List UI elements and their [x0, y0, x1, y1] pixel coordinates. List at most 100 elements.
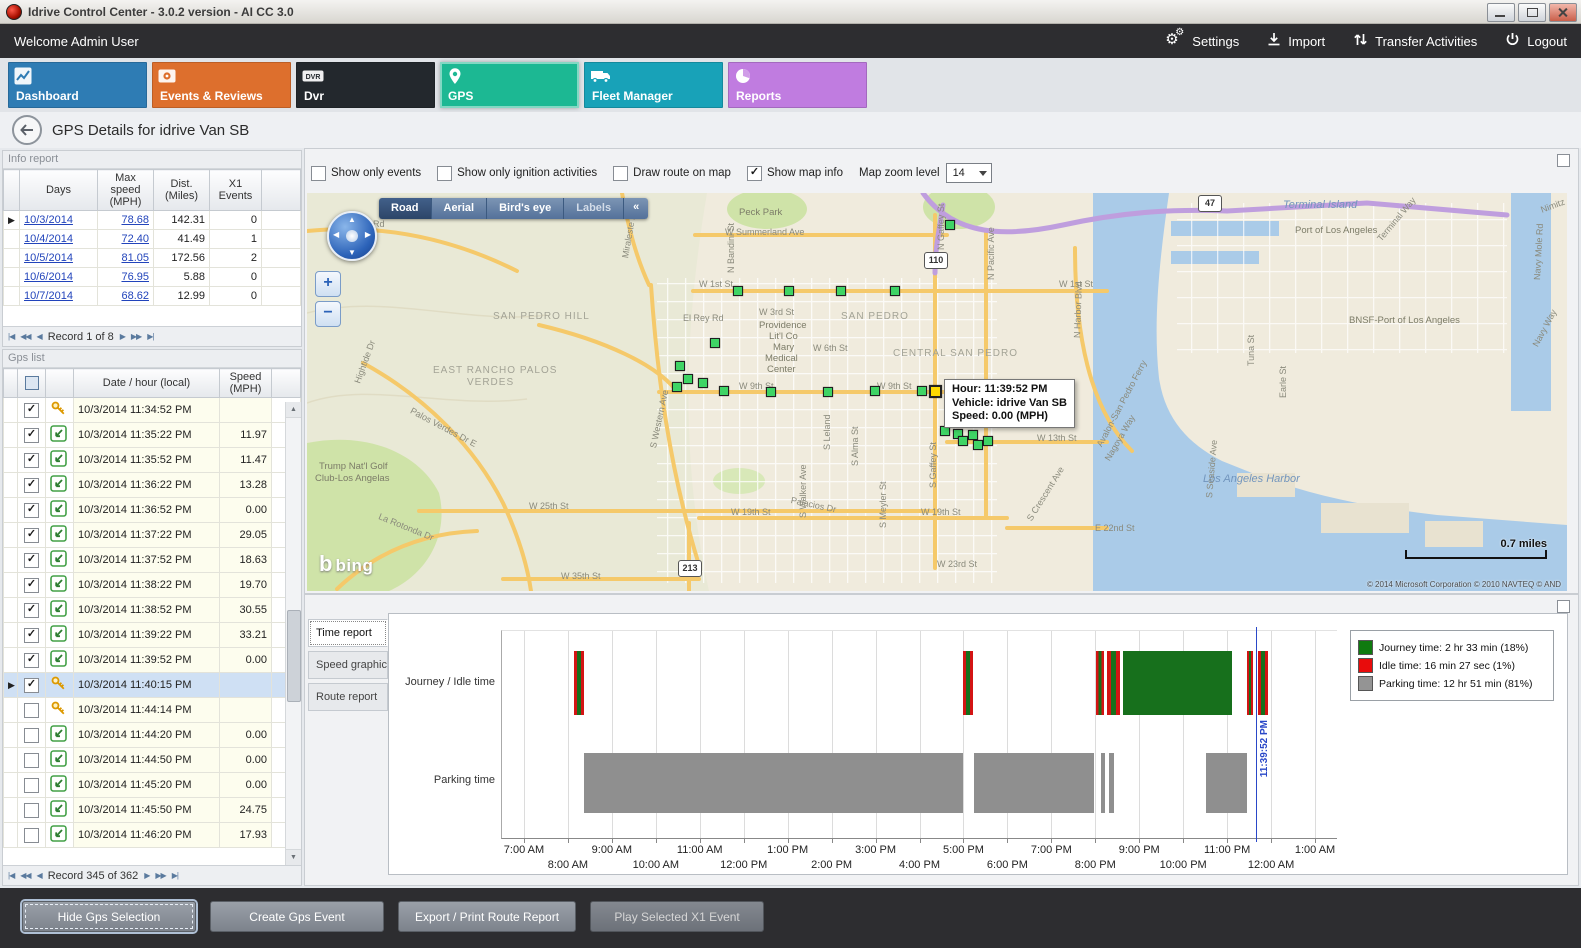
info-report-row[interactable]: 10/7/2014 68.62 12.99 0: [3, 286, 301, 306]
pan-north-icon[interactable]: ▲: [348, 215, 356, 224]
info-report-row[interactable]: 10/6/2014 76.95 5.88 0: [3, 267, 301, 287]
gps-list-row[interactable]: ✓ 10/3/2014 11:35:22 PM 11.97: [3, 422, 301, 448]
row-checkbox[interactable]: ✓: [24, 602, 39, 618]
row-checkbox[interactable]: ✓: [24, 652, 39, 668]
map-zoom-out-button[interactable]: −: [315, 301, 341, 327]
tab-dashboard[interactable]: Dashboard: [8, 62, 147, 108]
menu-item-logout[interactable]: Logout: [1505, 31, 1567, 52]
play-selected-x1-event-button[interactable]: Play Selected X1 Event: [590, 901, 765, 932]
max-speed-link[interactable]: 72.40: [121, 233, 149, 245]
pan-south-icon[interactable]: ▼: [348, 248, 356, 257]
day-link[interactable]: 10/5/2014: [24, 252, 73, 264]
gps-list-row[interactable]: ✓ 10/3/2014 11:36:52 PM 0.00: [3, 497, 301, 523]
export-print-route-report-button[interactable]: Export / Print Route Report: [398, 901, 577, 932]
nav-prev-icon[interactable]: ◀◀: [20, 871, 31, 880]
pan-east-icon[interactable]: ▶: [364, 230, 371, 239]
map-view-aerial[interactable]: Aerial: [431, 198, 488, 219]
map-option-draw-route-on-map[interactable]: Draw route on map: [613, 165, 731, 181]
checkbox-show-map-info[interactable]: ✓: [746, 165, 762, 181]
gps-list-row[interactable]: 10/3/2014 11:46:20 PM 17.93: [3, 822, 301, 848]
row-checkbox[interactable]: ✓: [24, 677, 39, 693]
gps-list-row[interactable]: 10/3/2014 11:44:20 PM 0.00: [3, 722, 301, 748]
gps-list-row[interactable]: ✓ 10/3/2014 11:34:52 PM: [3, 397, 301, 423]
row-checkbox[interactable]: ✓: [24, 627, 39, 643]
select-all-header[interactable]: [17, 368, 46, 398]
row-checkbox[interactable]: ✓: [24, 477, 39, 493]
back-button[interactable]: [12, 115, 42, 145]
row-checkbox[interactable]: ✓: [24, 577, 39, 593]
row-checkbox[interactable]: ✓: [24, 552, 39, 568]
checkbox-show-only-ignition-activities[interactable]: [437, 165, 453, 181]
nav-next-icon[interactable]: ▶▶: [155, 871, 166, 880]
menu-item-transfer-activities[interactable]: Transfer Activities: [1353, 31, 1477, 52]
nav-next-icon[interactable]: ▶|: [171, 871, 179, 880]
gps-marker[interactable]: [733, 286, 743, 296]
nav-next-icon[interactable]: ▶: [144, 871, 150, 880]
map-view-road[interactable]: Road: [379, 198, 432, 219]
pan-west-icon[interactable]: ◀: [333, 230, 340, 239]
minimize-button[interactable]: [1487, 3, 1515, 22]
gps-list-row[interactable]: 10/3/2014 11:44:50 PM 0.00: [3, 747, 301, 773]
nav-prev-icon[interactable]: |◀: [8, 871, 15, 880]
map-tabs-collapse-button[interactable]: «: [624, 198, 649, 219]
max-speed-link[interactable]: 78.68: [121, 214, 149, 226]
max-speed-link[interactable]: 81.05: [121, 252, 149, 264]
row-checkbox[interactable]: ✓: [24, 502, 39, 518]
gps-list-row[interactable]: ✓ 10/3/2014 11:35:52 PM 11.47: [3, 447, 301, 473]
gps-marker[interactable]: [683, 374, 693, 384]
gps-marker[interactable]: [766, 387, 776, 397]
gps-list-row[interactable]: ▶ ✓ 10/3/2014 11:40:15 PM: [3, 672, 301, 698]
tab-events-reviews[interactable]: Events & Reviews: [152, 62, 291, 108]
info-report-row[interactable]: ▶ 10/3/2014 78.68 142.31 0: [3, 210, 301, 230]
nav-next-icon[interactable]: ▶▶: [130, 332, 142, 341]
compass-center[interactable]: [346, 230, 358, 242]
gps-marker[interactable]: [672, 382, 682, 392]
checkbox-draw-route-on-map[interactable]: [613, 165, 629, 181]
nav-prev-icon[interactable]: ◀: [36, 332, 43, 341]
max-speed-link[interactable]: 68.62: [121, 290, 149, 302]
scrollbar-thumb[interactable]: [287, 610, 301, 703]
gps-marker[interactable]: [940, 426, 950, 436]
gps-list-row[interactable]: ✓ 10/3/2014 11:36:22 PM 13.28: [3, 472, 301, 498]
map-view-labels[interactable]: Labels: [564, 198, 625, 219]
gps-list-row[interactable]: 10/3/2014 11:45:50 PM 24.75: [3, 797, 301, 823]
gps-marker[interactable]: [945, 220, 955, 230]
row-checkbox[interactable]: [24, 702, 39, 718]
day-link[interactable]: 10/3/2014: [24, 214, 73, 226]
gps-marker[interactable]: [870, 386, 880, 396]
tab-fleet-manager[interactable]: Fleet Manager: [584, 62, 723, 108]
report-tab-speed-graphic[interactable]: Speed graphic: [308, 651, 388, 679]
row-checkbox[interactable]: [24, 752, 39, 768]
gps-marker[interactable]: [958, 436, 968, 446]
row-checkbox[interactable]: ✓: [24, 427, 39, 443]
day-link[interactable]: 10/7/2014: [24, 290, 73, 302]
row-checkbox[interactable]: ✓: [24, 527, 39, 543]
row-checkbox[interactable]: [24, 777, 39, 793]
map-option-show-map-info[interactable]: ✓ Show map info: [746, 165, 843, 181]
report-tab-route-report[interactable]: Route report: [308, 683, 388, 711]
gps-marker[interactable]: [973, 440, 983, 450]
gps-list-row[interactable]: ✓ 10/3/2014 11:39:52 PM 0.00: [3, 647, 301, 673]
row-checkbox[interactable]: [24, 802, 39, 818]
nav-next-icon[interactable]: ▶|: [147, 332, 154, 341]
map-zoom-in-button[interactable]: +: [315, 271, 341, 297]
gps-marker[interactable]: [675, 361, 685, 371]
gps-list-scrollbar[interactable]: ▲ ▼: [285, 402, 301, 865]
map-panel-expand-button[interactable]: [1557, 154, 1570, 167]
tab-dvr[interactable]: DVR Dvr: [296, 62, 435, 108]
gps-marker[interactable]: [917, 386, 927, 396]
map-view-bird-s-eye[interactable]: Bird's eye: [487, 198, 565, 219]
nav-prev-icon[interactable]: |◀: [8, 332, 15, 341]
menu-item-settings[interactable]: ⚙ ⚙ Settings: [1165, 27, 1239, 52]
info-report-row[interactable]: 10/4/2014 72.40 41.49 1: [3, 229, 301, 249]
gps-list-row[interactable]: ✓ 10/3/2014 11:39:22 PM 33.21: [3, 622, 301, 648]
nav-next-icon[interactable]: ▶: [119, 332, 126, 341]
gps-marker[interactable]: [719, 386, 729, 396]
gps-list-row[interactable]: 10/3/2014 11:45:20 PM 0.00: [3, 772, 301, 798]
nav-prev-icon[interactable]: ◀: [36, 871, 43, 880]
map-zoom-level-select[interactable]: 14: [945, 163, 992, 183]
row-checkbox[interactable]: ✓: [24, 402, 39, 418]
maximize-button[interactable]: [1518, 3, 1546, 22]
row-checkbox[interactable]: [24, 727, 39, 743]
gps-marker[interactable]: [823, 387, 833, 397]
